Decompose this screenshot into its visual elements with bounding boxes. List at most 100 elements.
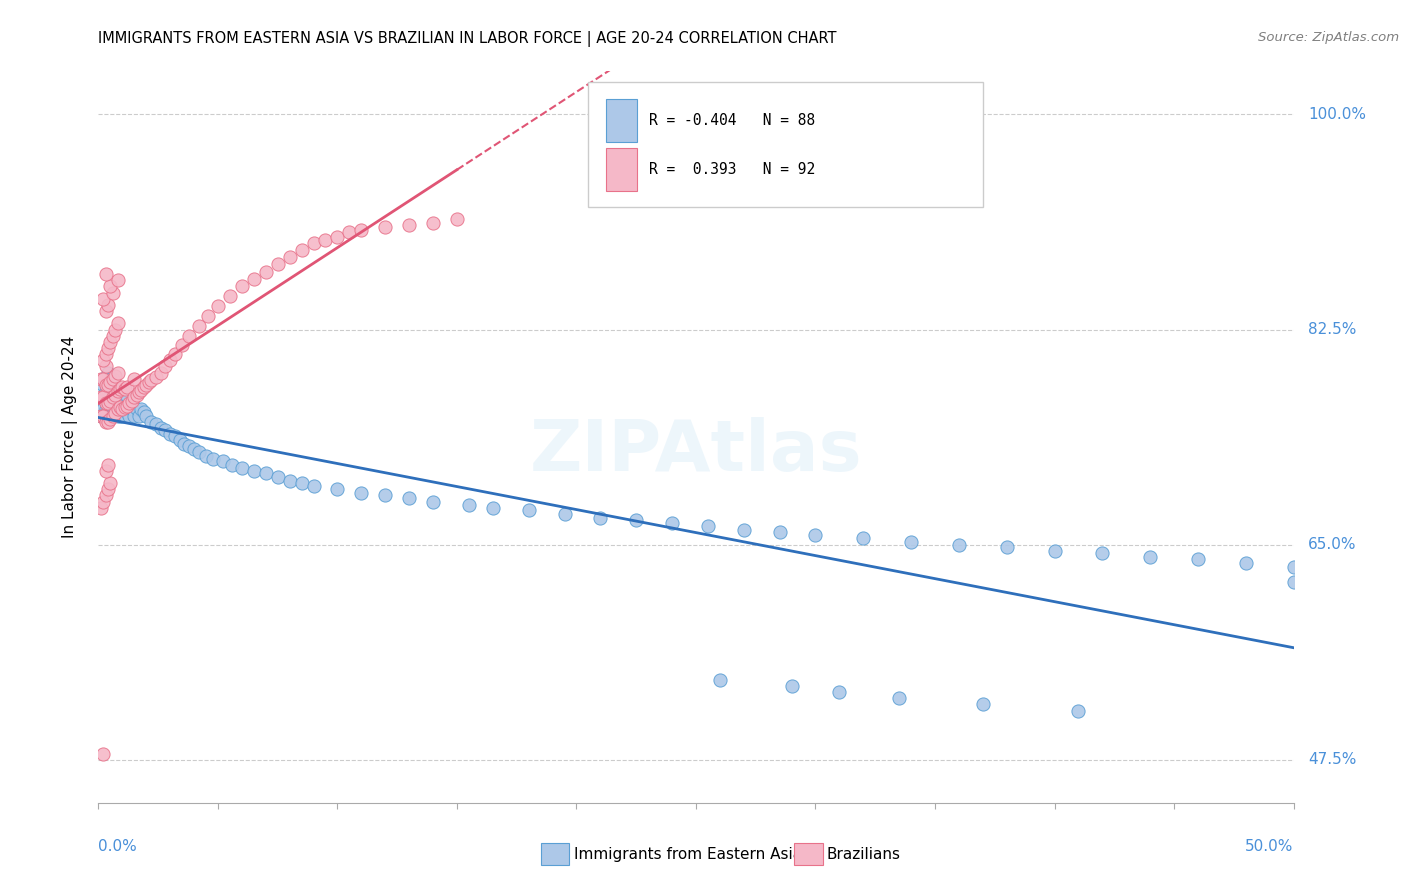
Point: [481, 500, 505, 515]
Text: R = -0.404   N = 88: R = -0.404 N = 88: [650, 113, 815, 128]
Point: [149, 421, 172, 435]
Point: [94, 377, 117, 392]
Point: [121, 393, 143, 408]
Point: [350, 486, 373, 500]
Point: [98, 393, 122, 408]
Point: [97, 298, 120, 312]
Point: [97, 396, 120, 410]
Point: [624, 513, 647, 527]
Point: [107, 366, 129, 380]
Point: [98, 412, 122, 426]
Point: [1139, 549, 1161, 564]
Point: [326, 230, 349, 244]
Point: [108, 382, 131, 396]
Point: [231, 461, 253, 475]
Point: [111, 409, 134, 423]
Point: [179, 439, 201, 453]
Point: [145, 370, 167, 384]
Point: [202, 451, 225, 466]
Point: [422, 494, 444, 508]
Point: [290, 243, 312, 257]
Point: [94, 267, 117, 281]
Point: [94, 304, 117, 318]
Point: [90, 500, 112, 515]
Point: [97, 402, 120, 417]
Point: [149, 366, 172, 380]
Point: [125, 402, 148, 417]
Point: [124, 372, 146, 386]
Point: [98, 279, 122, 293]
Point: [350, 223, 373, 237]
Point: [104, 406, 127, 420]
Point: [1043, 543, 1066, 558]
Point: [278, 474, 301, 488]
Text: 65.0%: 65.0%: [1308, 537, 1357, 552]
Point: [121, 402, 143, 417]
Point: [90, 409, 112, 423]
Point: [115, 389, 138, 403]
Point: [104, 384, 127, 398]
Point: [145, 417, 167, 432]
Point: [115, 405, 138, 419]
Point: [97, 458, 120, 472]
Point: [90, 390, 112, 404]
Point: [97, 483, 120, 497]
Point: [302, 236, 325, 251]
Point: [1234, 556, 1257, 570]
Point: [101, 384, 124, 398]
Point: [98, 476, 122, 491]
Point: [91, 409, 114, 423]
Point: [91, 390, 114, 404]
Point: [231, 279, 253, 293]
Point: [124, 409, 146, 423]
Point: [197, 309, 219, 323]
Text: 47.5%: 47.5%: [1308, 752, 1357, 767]
Point: [91, 402, 114, 417]
Point: [104, 369, 127, 384]
Point: [97, 377, 120, 392]
Point: [139, 415, 162, 429]
Point: [243, 464, 266, 478]
Point: [98, 334, 122, 349]
Text: 82.5%: 82.5%: [1308, 322, 1357, 337]
Point: [131, 402, 153, 417]
Text: ZIPAtlas: ZIPAtlas: [530, 417, 862, 486]
Point: [97, 415, 120, 429]
Point: [91, 747, 114, 761]
Point: [132, 405, 155, 419]
Point: [98, 390, 122, 404]
Point: [97, 366, 120, 380]
Point: [118, 396, 141, 410]
Point: [1091, 546, 1114, 560]
Point: [458, 498, 481, 512]
Point: [101, 390, 124, 404]
Point: [94, 415, 117, 429]
Point: [108, 409, 131, 423]
Point: [733, 523, 755, 537]
Point: [804, 528, 827, 542]
Point: [422, 216, 444, 230]
Point: [187, 445, 209, 459]
Point: [374, 220, 396, 235]
Point: [221, 458, 243, 472]
Text: 50.0%: 50.0%: [1246, 839, 1294, 855]
Point: [135, 377, 157, 392]
Point: [101, 372, 124, 386]
Point: [709, 673, 731, 687]
Point: [254, 467, 277, 481]
Point: [90, 409, 112, 423]
Point: [132, 380, 155, 394]
Point: [94, 488, 117, 502]
Point: [107, 384, 129, 398]
Point: [398, 491, 420, 505]
Point: [219, 289, 242, 303]
Point: [104, 387, 127, 401]
Point: [101, 402, 124, 417]
Point: [1067, 704, 1090, 718]
Point: [139, 373, 162, 387]
Text: Immigrants from Eastern Asia: Immigrants from Eastern Asia: [574, 847, 801, 862]
Point: [446, 211, 468, 226]
Point: [972, 698, 994, 712]
Point: [315, 233, 337, 247]
Point: [337, 226, 360, 240]
